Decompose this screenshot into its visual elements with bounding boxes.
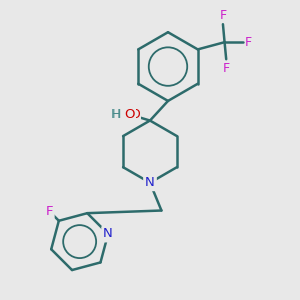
Text: H: H [112,108,122,121]
Text: N: N [103,227,113,241]
Text: -O: -O [126,108,141,121]
Text: F: F [219,9,226,22]
Text: H: H [111,108,121,121]
Text: N: N [145,176,155,189]
Text: O: O [124,108,134,121]
Text: F: F [223,62,230,75]
Text: F: F [245,36,252,49]
Text: F: F [46,205,53,218]
